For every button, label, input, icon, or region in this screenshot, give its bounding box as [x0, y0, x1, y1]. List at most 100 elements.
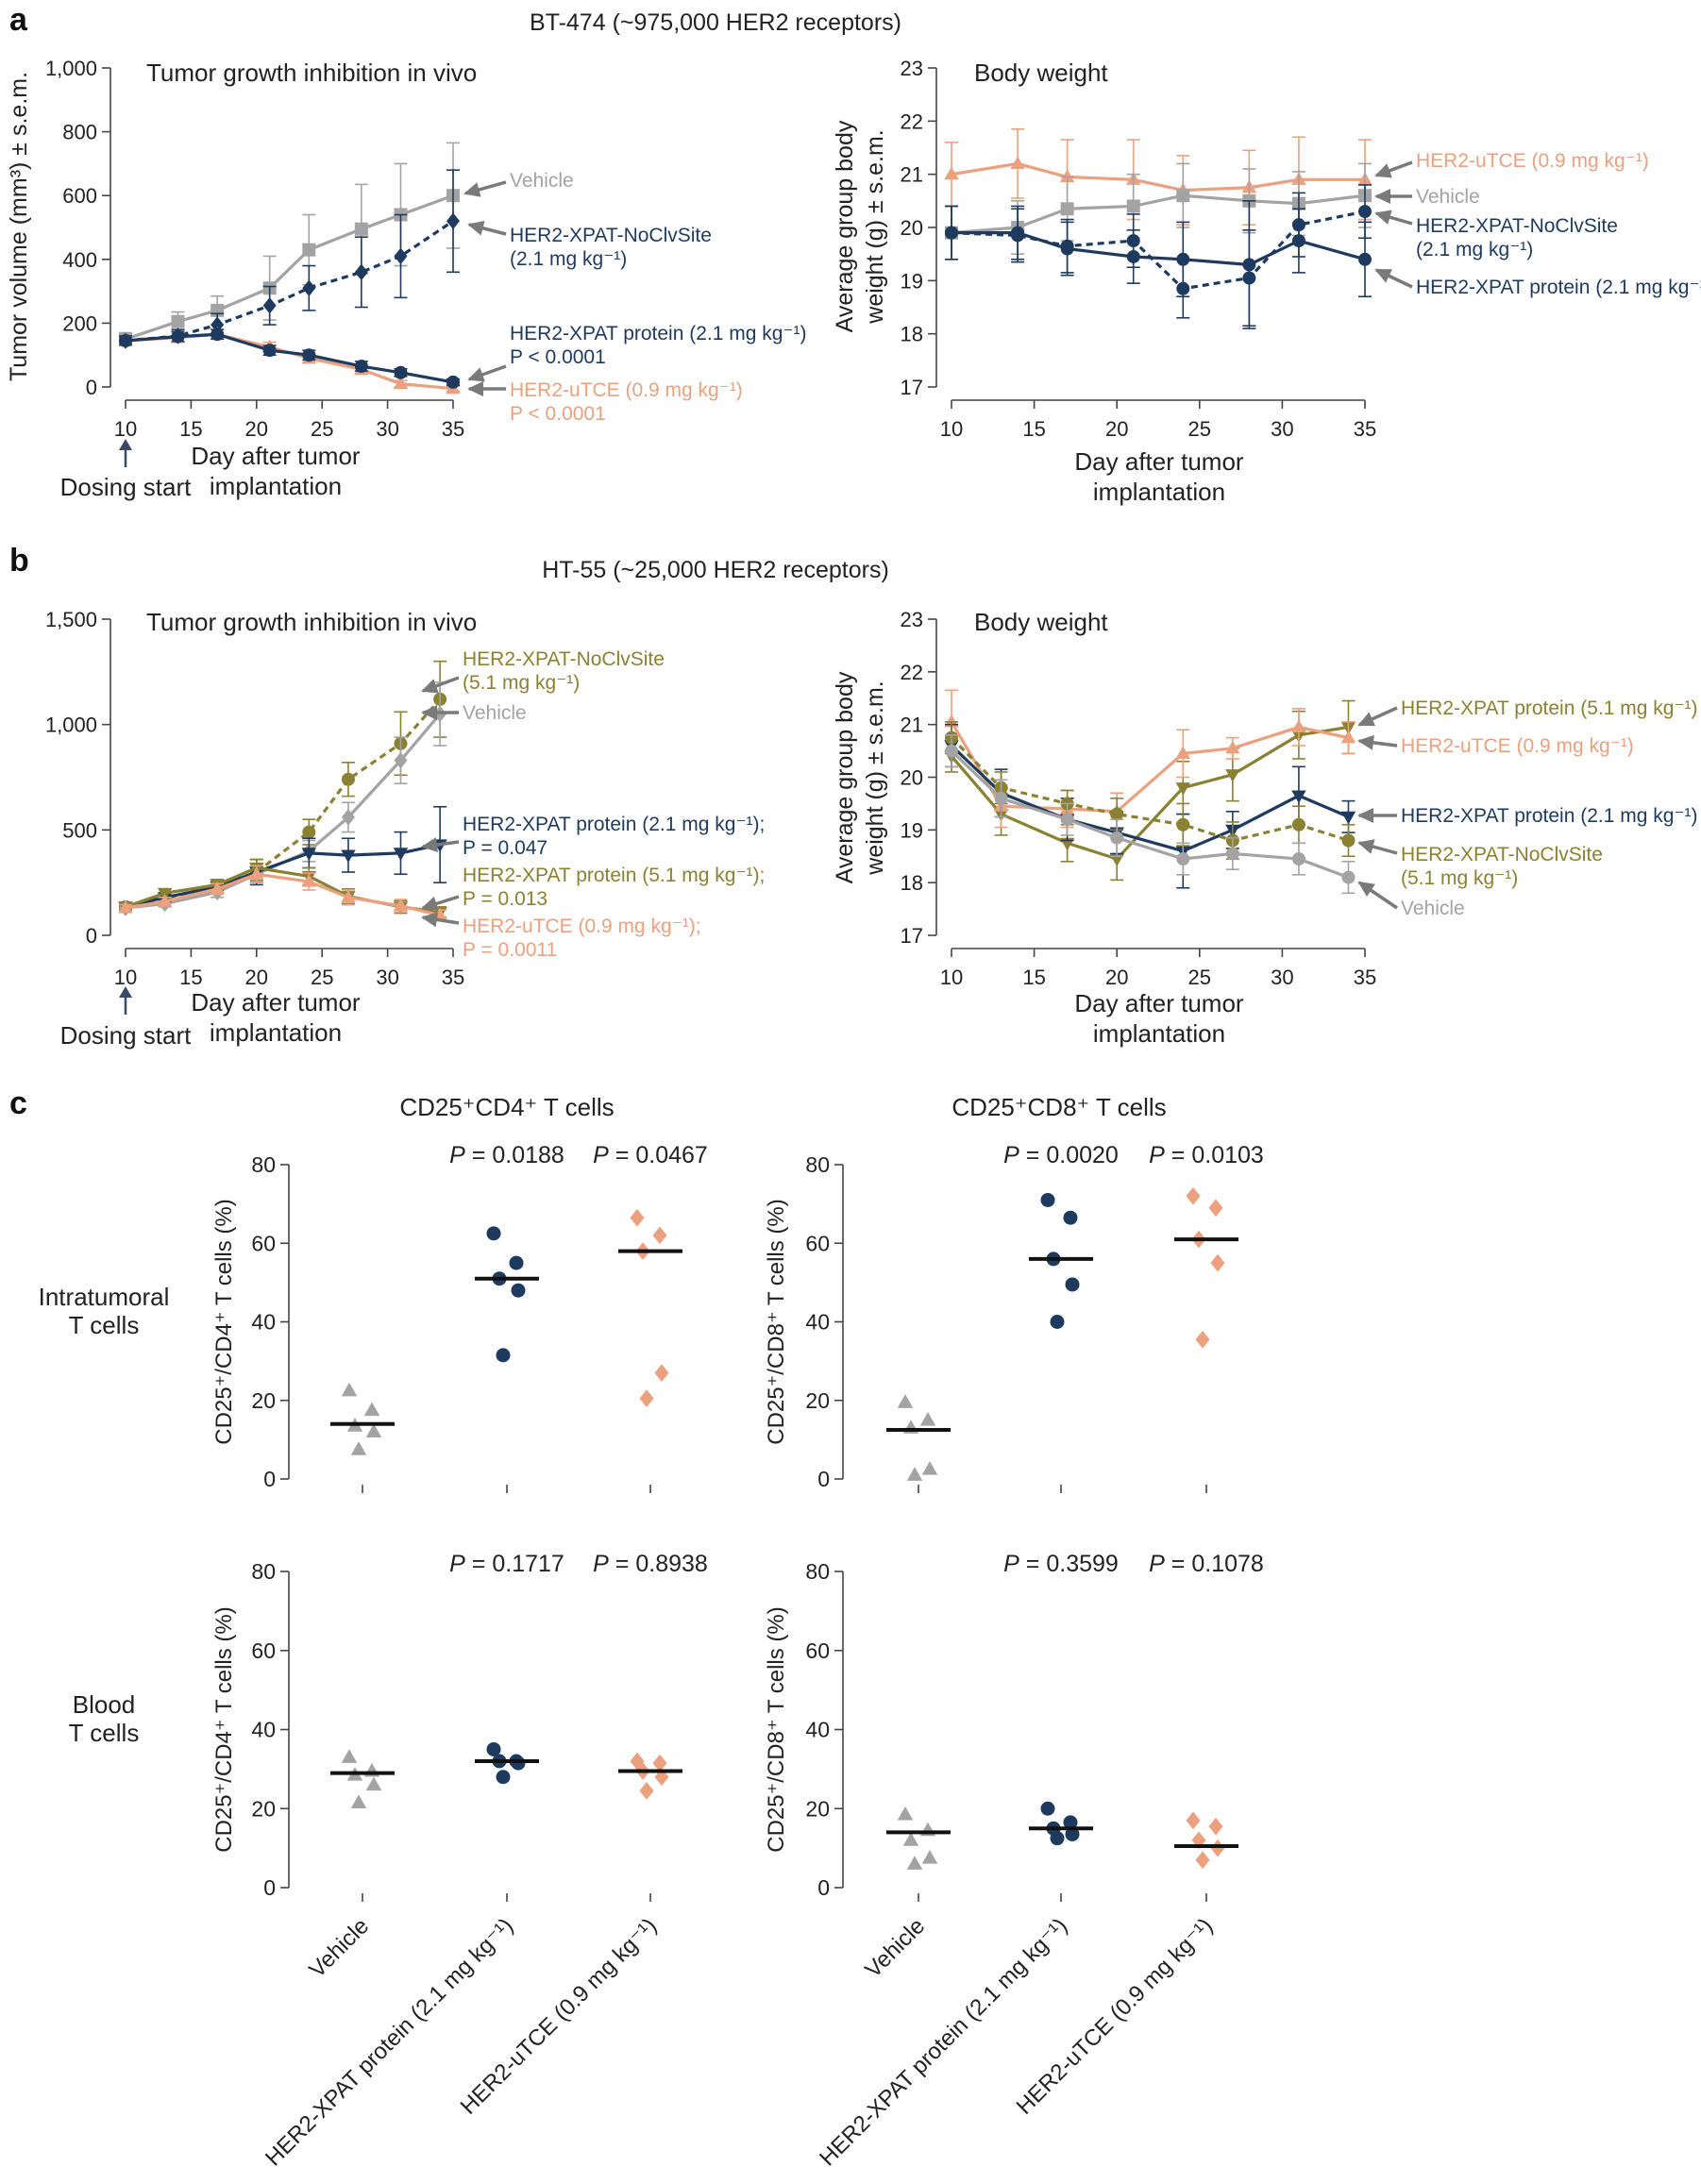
- label-arrow-head: [1357, 712, 1375, 727]
- data-point: [630, 1208, 645, 1227]
- data-point: [1110, 831, 1124, 845]
- label-arrow-head: [1374, 163, 1392, 178]
- label-arrow-head: [1357, 808, 1373, 823]
- y-axis-label-line2: weight (g) ± s.e.m.: [862, 129, 888, 324]
- series-label: HER2-XPAT protein (5.1 mg kg⁻¹): [1401, 697, 1698, 719]
- p-value: = 0.0020: [1019, 1142, 1119, 1168]
- label-arrow-head: [421, 912, 439, 928]
- y-tick-label: 60: [805, 1231, 830, 1255]
- series-line: [950, 721, 1349, 814]
- data-point: [1186, 1186, 1201, 1205]
- y-tick-label: 23: [901, 608, 923, 631]
- x-axis-label-line1: Day after tumor: [191, 442, 361, 470]
- x-tick-label: 35: [1354, 966, 1376, 989]
- dosing-arrow-head: [119, 439, 132, 450]
- data-point: [486, 1226, 501, 1241]
- y-tick-label: 60: [251, 1231, 276, 1255]
- data-point: [393, 898, 409, 912]
- data-point: [1291, 234, 1305, 248]
- data-point: [1341, 870, 1356, 884]
- x-tick-label: 15: [179, 417, 202, 441]
- data-point: [1242, 258, 1256, 272]
- y-tick-label: 1,000: [45, 57, 97, 80]
- p-value-label: P = 0.1078: [1149, 1551, 1264, 1577]
- label-arrow: [1357, 839, 1398, 855]
- y-tick-label: 500: [62, 818, 97, 842]
- p-symbol: P: [449, 1551, 465, 1577]
- x-tick-label: 10: [114, 966, 137, 989]
- x-tick-label: 15: [179, 966, 202, 989]
- x-axis-label-line2: implantation: [210, 1018, 342, 1047]
- series-label: Vehicle: [463, 702, 527, 724]
- label-arrow: [1357, 706, 1398, 727]
- p-symbol: P: [1149, 1551, 1165, 1577]
- data-point: [354, 222, 368, 236]
- data-point: [509, 1255, 524, 1270]
- x-tick-label: 20: [1105, 966, 1128, 989]
- label-arrow-head: [421, 705, 437, 720]
- label-arrow-head: [1374, 269, 1392, 283]
- p-symbol: P: [1003, 1551, 1019, 1577]
- data-point: [341, 849, 356, 864]
- data-point: [393, 376, 409, 390]
- data-point: [394, 247, 408, 265]
- series-1: [119, 681, 447, 916]
- category-label: Vehicle: [860, 1913, 930, 1983]
- p-value-label: P = 0.0103: [1149, 1142, 1264, 1168]
- data-point: [944, 166, 959, 180]
- p-symbol: P: [593, 1142, 609, 1168]
- series-0: [944, 127, 1373, 226]
- y-tick-label: 23: [901, 57, 923, 80]
- data-point: [394, 365, 408, 379]
- series-4: [945, 734, 1356, 895]
- series-0: [119, 660, 447, 914]
- data-point: [157, 894, 173, 907]
- y-tick-label: 400: [62, 248, 97, 272]
- data-point: [341, 772, 355, 786]
- data-point: [1340, 811, 1356, 825]
- data-point: [354, 360, 368, 374]
- label-arrow-head: [1374, 210, 1392, 225]
- data-point: [1065, 1826, 1080, 1841]
- data-point: [1060, 242, 1074, 256]
- series-3: [945, 200, 1372, 329]
- chart-a-body-weight: 17 18 19 20 21 22 23 10 15 20 25 30 35 Body weight Ave…: [832, 57, 1701, 506]
- data-point: [1210, 1839, 1225, 1857]
- data-point: [341, 1382, 358, 1397]
- label-arrow: [1374, 210, 1413, 226]
- series-label: Vehicle: [1401, 898, 1465, 919]
- chart-title: Tumor growth inhibition in vivo: [146, 59, 477, 87]
- data-point: [1208, 1817, 1223, 1836]
- series-sublabel: P = 0.047: [463, 837, 547, 859]
- y-tick-label: 20: [805, 1796, 830, 1821]
- x-axis-label-line1: Day after tumor: [191, 988, 361, 1016]
- label-arrow-head: [463, 182, 481, 197]
- series-line: [950, 749, 1350, 880]
- data-point: [994, 791, 1008, 805]
- x-tick-label: 25: [1188, 966, 1211, 989]
- series-sublabel: P < 0.0001: [510, 346, 606, 368]
- series-line: [951, 193, 1366, 235]
- chart-a-tumor-volume: 0 200 400 600 800 1,000 10 15 20 25 30 35 Tumor grow…: [6, 57, 807, 501]
- x-tick-label: 30: [1271, 966, 1293, 989]
- data-point: [652, 1754, 667, 1772]
- panel-label-b: b: [9, 543, 29, 579]
- label-arrow: [1357, 881, 1398, 910]
- x-axis-label-line1: Day after tumor: [1074, 989, 1244, 1017]
- series-sublabel: (2.1 mg kg⁻¹): [510, 248, 627, 270]
- series-3: [119, 328, 460, 389]
- data-point: [341, 1749, 358, 1763]
- p-value-label: P = 0.8938: [593, 1551, 708, 1577]
- y-tick-label: 80: [805, 1152, 830, 1177]
- row-label-line2: T cells: [69, 1311, 140, 1339]
- data-point: [1126, 249, 1140, 263]
- data-point: [1040, 1801, 1055, 1816]
- p-symbol: P: [593, 1551, 609, 1577]
- data-point: [1176, 852, 1190, 866]
- series-line: [125, 697, 442, 909]
- p-value-label: P = 0.1717: [449, 1551, 564, 1577]
- data-point: [211, 328, 225, 342]
- data-point: [1291, 817, 1305, 832]
- y-tick-label: 17: [901, 924, 923, 948]
